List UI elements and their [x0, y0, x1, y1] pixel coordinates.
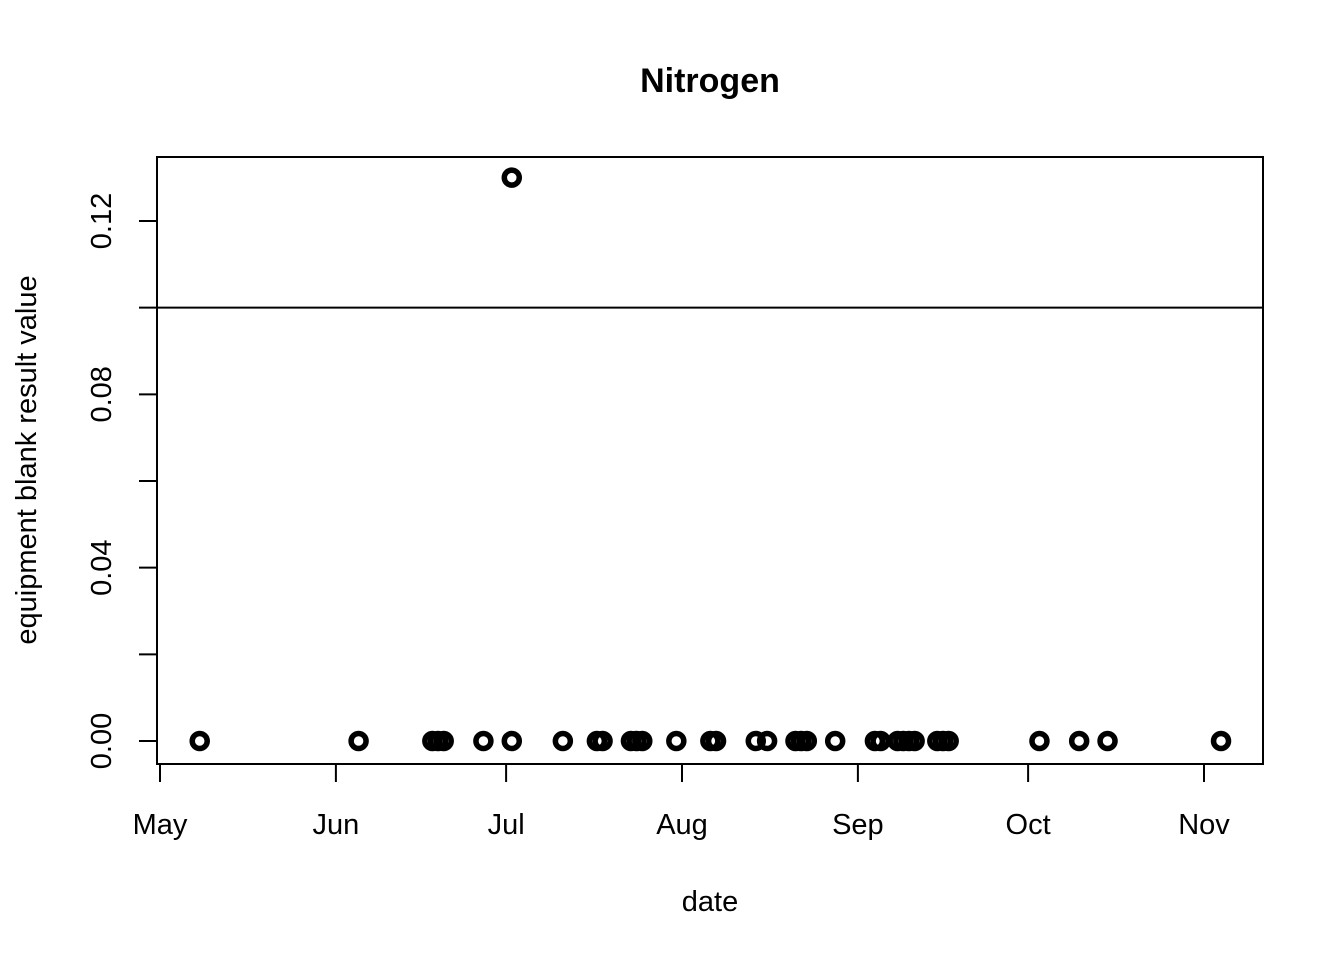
y-tick-label: 0.08: [86, 366, 118, 422]
data-point: [632, 730, 653, 752]
data-point: [904, 730, 925, 752]
y-tick-label: 0.04: [86, 539, 118, 595]
data-point: [756, 730, 778, 752]
data-point: [189, 730, 210, 752]
data-point: [1210, 730, 1232, 752]
x-axis-label: date: [682, 886, 738, 918]
x-tick-label: Aug: [656, 809, 708, 841]
data-point: [433, 730, 454, 752]
x-tick-label: Jul: [488, 809, 525, 841]
data-point: [1068, 730, 1090, 752]
data-point: [666, 730, 687, 752]
plot-area-border: [156, 156, 1264, 765]
data-point: [473, 730, 494, 752]
x-axis: May Jun Jul Aug Sep Oct Nov: [133, 763, 1230, 841]
y-tick-label: 0.12: [86, 193, 118, 249]
x-tick-label: Nov: [1178, 809, 1230, 841]
chart-title: Nitrogen: [640, 62, 780, 100]
data-point: [592, 730, 613, 752]
x-tick-label: Sep: [832, 809, 884, 841]
data-point: [501, 167, 523, 188]
y-axis-label: equipment blank result value: [11, 275, 43, 644]
y-axis: 0.00 0.04 0.08 0.12: [86, 193, 158, 769]
data-point: [705, 730, 727, 752]
data-point: [1097, 730, 1118, 752]
data-point: [745, 730, 767, 752]
data-point: [796, 730, 818, 752]
x-tick-label: Oct: [1006, 809, 1051, 841]
data-point: [1029, 730, 1050, 752]
x-tick-label: May: [133, 809, 188, 841]
data-point: [938, 730, 959, 752]
data-point: [501, 730, 523, 752]
data-point: [348, 730, 369, 752]
data-point: [824, 730, 846, 752]
x-tick-label: Jun: [313, 809, 360, 841]
y-tick-label: 0.00: [86, 713, 118, 769]
data-points: [189, 167, 1232, 752]
data-point: [552, 730, 574, 752]
